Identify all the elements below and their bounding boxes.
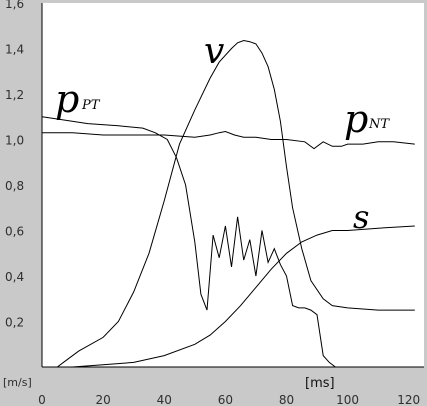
x-tick-label: 60 <box>218 393 233 406</box>
x-tick-label: 120 <box>397 393 420 406</box>
pnt-curve-label-sub: NT <box>368 117 390 132</box>
x-tick-label: 20 <box>95 393 110 406</box>
x-tick-label: 0 <box>38 393 46 406</box>
y-tick-label: 0,4 <box>5 270 24 284</box>
series-line-s <box>42 225 415 368</box>
x-unit-label: [ms] <box>305 376 335 391</box>
y-tick-label: 0,6 <box>5 225 24 239</box>
v-curve-label: v <box>204 31 224 72</box>
series-line-p-pt <box>41 116 415 368</box>
y-tick-label: 1,4 <box>5 43 24 57</box>
series-line-v <box>42 39 415 368</box>
ppt-curve-label-sub: PT <box>81 98 101 113</box>
y-tick-label: 1,6 <box>5 0 24 11</box>
y-tick-label: 1,0 <box>5 134 24 148</box>
y-tick-label: 0,2 <box>5 316 24 330</box>
y-tick-label: 0,8 <box>5 179 24 193</box>
y-unit-label: [m/s] <box>3 376 32 389</box>
y-tick-label: 1,2 <box>5 88 24 102</box>
plot-area <box>42 3 424 367</box>
x-tick-label: 40 <box>157 393 172 406</box>
s-curve-label: s <box>353 198 369 236</box>
x-tick-label: 80 <box>279 393 294 406</box>
ppt-curve-label: p <box>55 77 79 121</box>
pnt-curve-label: p <box>344 97 368 141</box>
x-tick-label: 100 <box>336 393 359 406</box>
series-line-p-nt <box>42 130 415 150</box>
